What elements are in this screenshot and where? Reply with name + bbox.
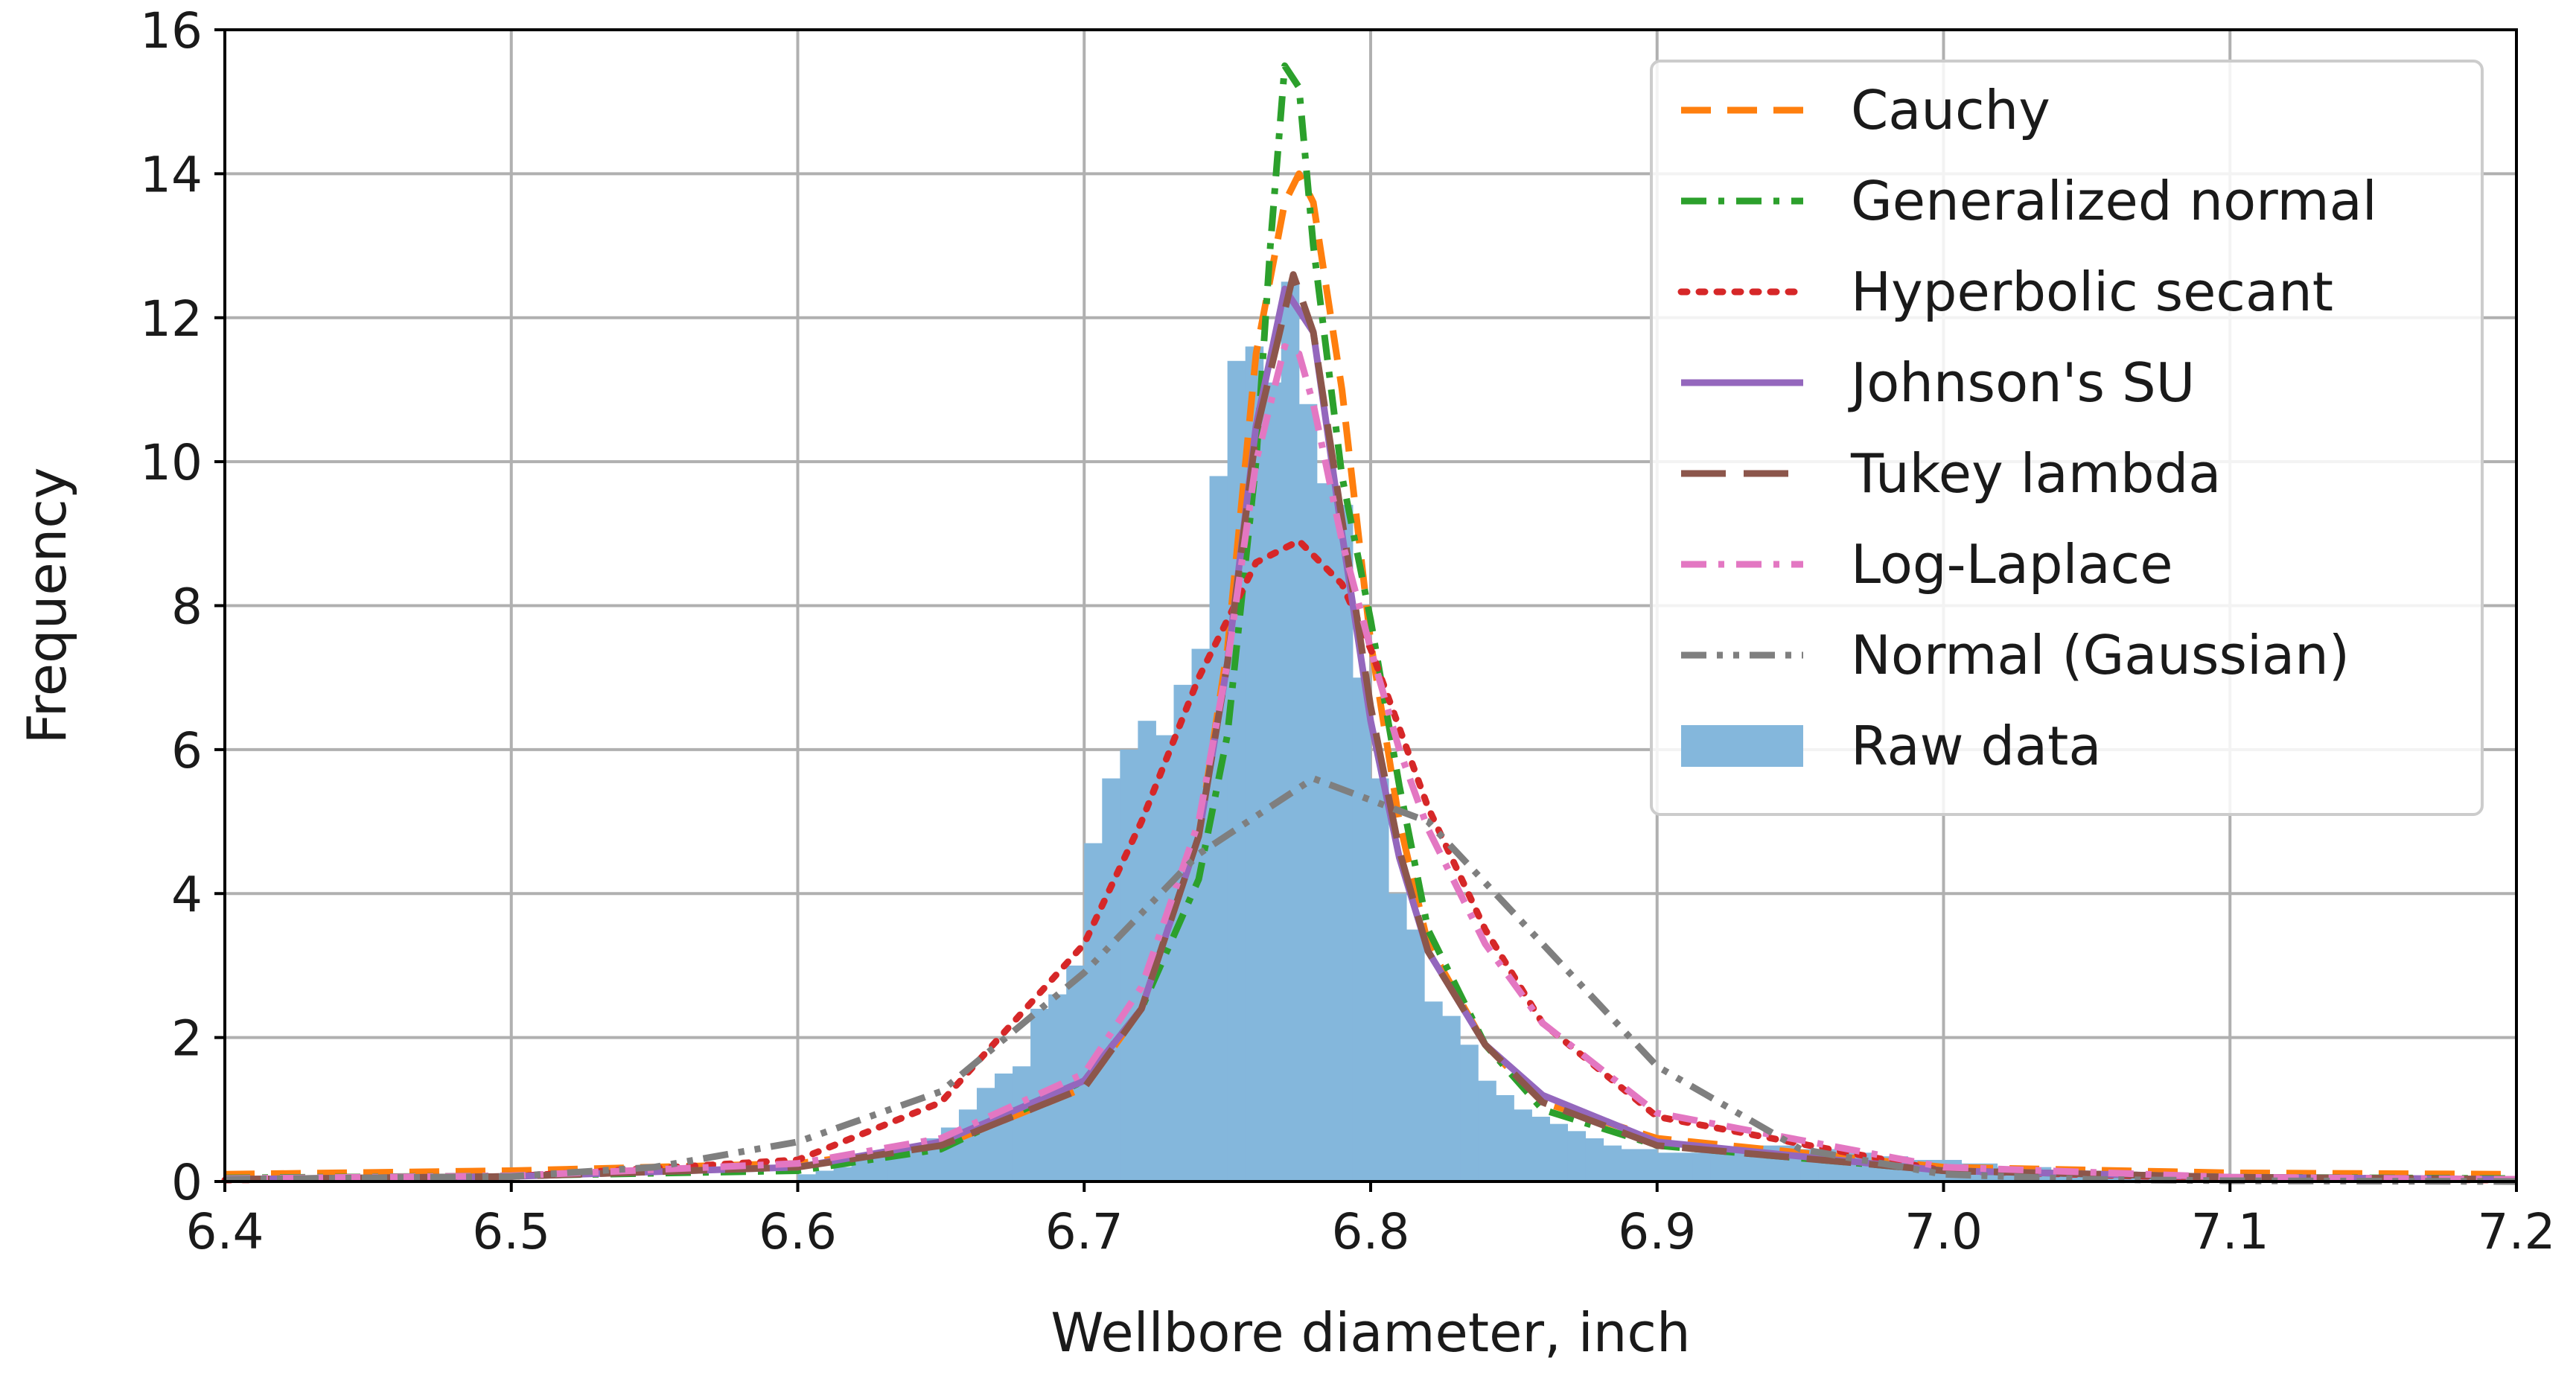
y-tick-label: 14 [140,146,203,203]
legend-label: Hyperbolic secant [1851,261,2333,323]
histogram-bar [1621,1149,1640,1181]
histogram-bar [995,1073,1013,1181]
y-tick-label: 16 [140,2,203,60]
y-axis-label: Frequency [16,468,78,744]
legend: Cauchy Generalized normal Hyperbolic secan… [1650,60,2484,816]
legend-label: Raw data [1851,715,2102,777]
histogram-bar [1692,1152,1712,1181]
histogram-bar [1066,965,1085,1181]
histogram-bar [1603,1145,1622,1181]
fitted-curves [221,62,2520,1185]
x-axis-label: Wellbore diameter, inch [1051,1301,1690,1364]
histogram-bar [815,1170,835,1181]
histogram-bar [1496,1094,1514,1181]
histogram-bar [1460,1045,1479,1181]
histogram-bar [1549,1123,1569,1181]
histogram-bar [1209,476,1228,1181]
histogram-bar [1371,778,1389,1181]
curve-normal-gaussian [224,775,2517,1185]
histogram-bar [1514,1109,1532,1181]
histogram-bar [1298,404,1318,1181]
x-tick-label: 7.2 [2478,1203,2556,1260]
histogram-bar [797,1174,817,1181]
histogram-bar [976,1088,995,1181]
histogram-bar [1084,843,1103,1181]
x-tick-label: 6.8 [1332,1203,1410,1260]
y-tick-label: 0 [171,1154,203,1211]
y-tick-label: 2 [171,1010,203,1068]
legend-label: Log-Laplace [1851,533,2173,596]
histogram-bar [1567,1131,1587,1181]
histogram-bar [1191,648,1211,1181]
y-tick-label: 4 [171,866,203,923]
histogram-bar [1531,1116,1550,1181]
histogram-bar [1120,749,1138,1181]
histogram-bar [1281,281,1300,1181]
x-tick-label: 6.4 [186,1203,264,1260]
legend-label: Cauchy [1851,79,2050,141]
x-tick-label: 7.0 [1904,1203,1983,1260]
histogram-bar [1674,1152,1694,1181]
legend-label: Tukey lambda [1850,442,2221,505]
histogram-bar [1478,1080,1496,1181]
legend-label: Johnson's SU [1848,351,2195,414]
histogram-bar [1316,483,1336,1181]
y-tick-label: 12 [140,290,203,348]
axis-ticks: 6.4 6.5 6.6 6.7 6.8 6.9 7.0 7.1 7.2 0 2 4 6 8 10 12 14 16 [140,2,2555,1260]
x-tick-label: 6.5 [472,1203,550,1260]
histogram-bar [1138,721,1156,1181]
legend-box [1650,60,2484,816]
curve-log-laplace [224,342,2517,1183]
curve-tukey-lambda [224,271,2517,1183]
histogram-bar [1424,1001,1443,1181]
y-tick-label: 6 [171,722,203,779]
histogram-bar [1710,1152,1729,1181]
legend-label: Generalized normal [1851,170,2377,232]
histogram-bar [1389,893,1407,1181]
histogram-bar [1657,1152,1676,1181]
histogram-bar [833,1167,852,1181]
curve-hyperbolic-secant [221,538,2520,1184]
histogram-bar [1263,382,1282,1181]
x-tick-label: 7.1 [2191,1203,2269,1260]
y-tick-label: 8 [171,578,203,636]
legend-label: Normal (Gaussian) [1851,624,2350,686]
histogram-bar [1639,1149,1658,1181]
histogram-bar [1442,1015,1461,1181]
histogram-bar [1334,505,1354,1181]
legend-swatch [1681,725,1803,767]
histogram-bar [1102,778,1120,1181]
histogram-bar [1406,929,1425,1181]
y-tick-label: 10 [140,434,203,491]
histogram-bar [1013,1066,1031,1181]
histogram-bar [1352,677,1371,1181]
x-tick-label: 6.6 [759,1203,837,1260]
x-tick-label: 6.7 [1045,1203,1123,1260]
histogram-bar [1585,1138,1604,1181]
x-tick-label: 6.9 [1618,1203,1696,1260]
